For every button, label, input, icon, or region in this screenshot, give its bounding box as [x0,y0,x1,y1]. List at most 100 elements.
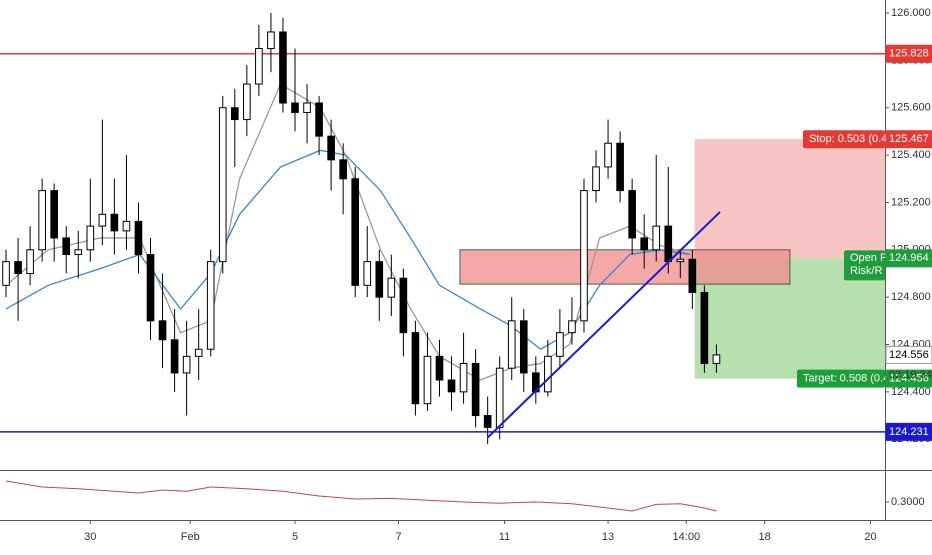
price-label-box [885,369,932,388]
candle-body [158,320,167,341]
candle-body [568,320,576,334]
price-label: 124.556 [889,349,929,361]
candle-body [170,339,179,374]
candle-body [471,362,480,417]
candle-body [243,83,251,121]
price-label: 124.231 [889,426,929,438]
candle-body [98,213,107,227]
candle-body [700,291,709,364]
candle-body [303,102,311,113]
indicator-line [5,480,717,512]
price-label-box [885,422,932,441]
candle-body [267,31,275,50]
info-text: Open P [850,252,887,264]
price-label-box [885,130,932,149]
candle-body [483,415,492,428]
candle-body [411,332,420,405]
target-text: Target: 0.508 (0.4 [803,373,889,385]
y2-tick-label: 0.3000 [891,496,925,508]
candle-body [62,237,71,256]
price-label-box [885,44,932,63]
y-tick-label: 124.400 [891,386,931,398]
candle-body [74,249,83,256]
candle-body [519,320,528,374]
candle-body [50,190,58,239]
candle-body [110,213,119,232]
x-tick-label: 18 [758,531,770,543]
price-label: 125.467 [889,133,929,145]
candle-body [556,332,564,357]
candle-body [688,258,697,293]
price-label-box [885,249,932,268]
candle-body [423,355,432,405]
candle-body [604,142,612,168]
candle-body [26,249,34,274]
countdown: 03:19:34 [889,369,932,381]
trendline [486,211,721,439]
stop-box [803,130,885,149]
target-box [797,369,885,388]
info-box [844,250,885,281]
candle-body [435,355,444,381]
candle-body [279,31,287,104]
candle-body [86,225,95,251]
candle-body [255,48,263,85]
candle-body [291,102,299,113]
y-tick-label: 124.800 [891,291,931,303]
x-tick-label: 20 [864,531,876,543]
candle-body [495,367,504,428]
candle-body [447,379,456,393]
candle-body [616,142,624,192]
y-tick-label: 126.000 [891,7,931,19]
candle-body [14,261,22,274]
y-tick-label: 125.600 [891,102,931,114]
stop-text: Stop: 0.503 (0.4 [809,133,887,145]
candle-body [351,178,360,286]
candle-body [327,135,335,161]
candle-body [315,102,323,137]
stop-zone [694,139,885,259]
candle-body [230,107,239,121]
candle-body [146,254,155,322]
candle-body [664,225,673,263]
candle-body [580,190,588,322]
x-tick-label: 30 [84,531,96,543]
price-label: 124.456 [889,373,929,385]
price-label: 125.828 [889,48,929,60]
y-tick-label: 125.200 [891,196,931,208]
candle-body [459,362,468,393]
candle-body [640,237,648,251]
price-label-box [885,345,932,364]
x-tick-label: 5 [292,531,298,543]
candle-body [652,225,661,251]
candle-body [544,355,552,393]
x-tick-label: 7 [395,531,401,543]
candle-body [182,355,191,374]
candle-body [206,261,215,350]
candle-body [387,277,396,298]
candle-body [399,277,408,334]
candle-body [676,258,685,263]
candle-body [628,190,636,239]
candle-body [218,107,227,263]
candle-body [507,320,516,369]
price-label: 124.964 [889,252,929,264]
x-tick-label: 11 [499,531,510,543]
y-tick-label: 125.400 [891,149,931,161]
x-tick-label: 14:00 [673,531,701,543]
candle-body [592,166,600,192]
candle-body [38,190,46,251]
candle-body [2,261,10,286]
candle-body [339,159,347,180]
x-tick-label: 13 [602,531,614,543]
resistance-zone [459,249,791,285]
info-text: Risk/R [850,265,882,277]
candle-body [375,261,384,298]
candle-body [134,220,143,256]
x-tick-label: Feb [181,531,200,543]
candle-body [712,354,721,364]
candle-body [122,220,131,232]
candle-body [363,261,372,286]
